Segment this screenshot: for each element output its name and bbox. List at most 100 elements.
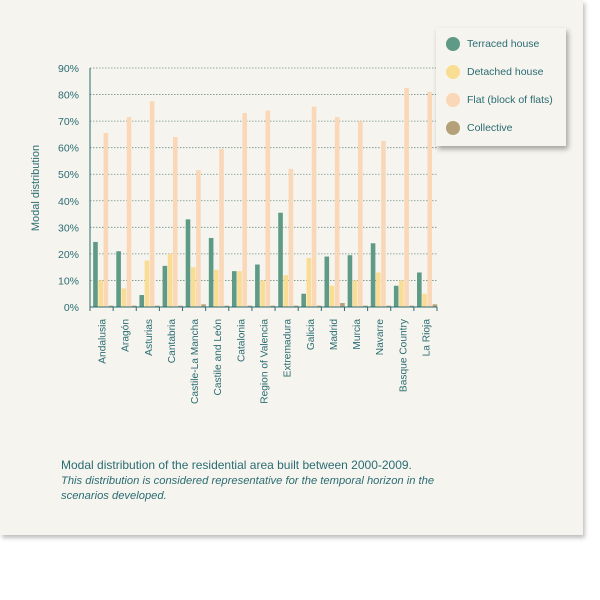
bar-flat-block-of-flats-13 xyxy=(404,87,409,307)
bar-terraced-house-9 xyxy=(301,293,306,307)
y-tick-label: 90% xyxy=(58,63,79,75)
bar-terraced-house-8 xyxy=(278,212,283,307)
x-tick-label: Aragón xyxy=(121,319,132,352)
bar-collective-6 xyxy=(247,305,253,307)
legend-label: Terraced house xyxy=(467,38,540,50)
bar-detached-house-0 xyxy=(98,280,103,307)
bar-detached-house-5 xyxy=(214,269,219,307)
y-tick-labels: 0% 10% 20% 30% 40% 50% 60% 70% 80% 90% xyxy=(58,63,79,314)
bar-detached-house-12 xyxy=(375,272,381,307)
bar-detached-house-3 xyxy=(167,253,173,307)
bar-flat-block-of-flats-12 xyxy=(381,141,386,307)
bar-terraced-house-10 xyxy=(324,256,330,307)
bar-detached-house-11 xyxy=(352,280,358,307)
bar-detached-house-6 xyxy=(237,271,242,307)
bar-detached-house-1 xyxy=(121,288,127,307)
bar-collective-10 xyxy=(340,303,345,307)
bar-collective-12 xyxy=(386,305,391,307)
bar-collective-5 xyxy=(224,305,230,307)
x-tick-label: Madrid xyxy=(329,319,340,350)
legend-item: Collective xyxy=(446,118,513,138)
bar-terraced-house-14 xyxy=(417,272,422,307)
bar-collective-3 xyxy=(178,305,183,307)
bar-detached-house-13 xyxy=(399,280,404,307)
bar-flat-block-of-flats-10 xyxy=(334,117,340,307)
bar-detached-house-8 xyxy=(283,275,289,307)
x-tick-label: La Rioja xyxy=(421,319,432,357)
bar-collective-0 xyxy=(108,305,114,307)
legend-item: Terraced house xyxy=(446,34,539,54)
bar-collective-13 xyxy=(409,305,415,307)
bar-collective-7 xyxy=(270,305,276,307)
bar-detached-house-7 xyxy=(260,280,265,307)
bar-flat-block-of-flats-9 xyxy=(311,106,317,307)
bar-terraced-house-5 xyxy=(208,237,214,307)
legend-label: Detached house xyxy=(467,66,544,78)
bar-collective-1 xyxy=(131,305,137,307)
legend-swatch xyxy=(446,93,460,107)
bar-collective-14 xyxy=(432,304,438,307)
x-tick-label: Castile-La Mancha xyxy=(190,319,201,404)
x-tick-label: Navarre xyxy=(375,319,386,356)
caption-title: Modal distribution of the residential ar… xyxy=(61,458,412,472)
bar-chart: 0%10%20%30%40%50%60%70%80%90% Andalusia A… xyxy=(30,63,438,404)
y-tick-label: 70% xyxy=(58,116,79,128)
axes xyxy=(89,68,438,311)
x-tick-label: Andalusia xyxy=(98,319,109,364)
bar-terraced-house-2 xyxy=(139,295,145,307)
x-tick-label: Region of Valencia xyxy=(260,319,271,404)
bar-terraced-house-12 xyxy=(370,243,376,307)
bar-flat-block-of-flats-2 xyxy=(149,101,155,307)
bar-terraced-house-0 xyxy=(93,241,98,307)
x-tick-label: Murcia xyxy=(352,319,363,350)
y-tick-label: 30% xyxy=(58,222,79,234)
x-tick-labels: Andalusia Aragón Asturias Cantabria Castile-… xyxy=(98,318,433,404)
y-tick-label: 20% xyxy=(58,249,79,261)
x-tick-label: Castile and León xyxy=(213,319,224,395)
bar-flat-block-of-flats-0 xyxy=(103,133,109,307)
y-axis-label: Modal distribution xyxy=(30,145,42,231)
bar-flat-block-of-flats-8 xyxy=(288,168,294,307)
legend-item: Detached house xyxy=(446,62,543,82)
bar-detached-house-10 xyxy=(329,285,335,307)
bar-detached-house-9 xyxy=(306,257,312,307)
x-tick-label: Asturias xyxy=(144,319,155,356)
bar-flat-block-of-flats-11 xyxy=(358,121,363,307)
x-tick-label: Catalonia xyxy=(236,319,247,362)
bar-collective-8 xyxy=(293,305,299,307)
bar-terraced-house-4 xyxy=(185,219,191,307)
legend-label: Flat (block of flats) xyxy=(467,94,553,106)
bar-terraced-house-13 xyxy=(393,285,399,307)
bar-flat-block-of-flats-4 xyxy=(196,170,201,307)
caption: Modal distribution of the residential ar… xyxy=(61,457,481,504)
bar-detached-house-14 xyxy=(422,293,427,307)
caption-note: This distribution is considered represen… xyxy=(61,475,435,502)
bar-flat-block-of-flats-5 xyxy=(219,148,224,307)
bar-flat-block-of-flats-1 xyxy=(126,117,132,307)
bars xyxy=(93,87,438,308)
bar-flat-block-of-flats-3 xyxy=(172,137,178,307)
legend-swatch xyxy=(446,65,460,79)
bar-terraced-house-7 xyxy=(255,264,260,307)
x-tick-label: Galicia xyxy=(306,319,317,350)
legend-label: Collective xyxy=(467,122,513,134)
y-tick-label: 80% xyxy=(58,90,79,102)
x-tick-label: Basque Country xyxy=(398,318,409,392)
y-tick-label: 40% xyxy=(58,196,79,208)
legend-swatch xyxy=(446,121,460,135)
bar-collective-2 xyxy=(155,305,160,307)
bar-terraced-house-11 xyxy=(347,255,353,307)
gridlines xyxy=(90,67,437,281)
bar-collective-4 xyxy=(201,304,206,307)
x-tick-label: Cantabria xyxy=(167,319,178,364)
bar-flat-block-of-flats-14 xyxy=(427,91,433,308)
bar-terraced-house-1 xyxy=(116,251,121,307)
x-tick-label: Extremadura xyxy=(283,319,294,378)
y-tick-label: 50% xyxy=(58,169,79,181)
y-tick-label: 10% xyxy=(58,275,79,287)
bar-flat-block-of-flats-7 xyxy=(265,110,271,308)
legend: Terraced house Detached house Flat (block … xyxy=(436,28,566,146)
bar-detached-house-4 xyxy=(190,267,196,307)
bar-flat-block-of-flats-6 xyxy=(242,113,247,307)
y-tick-label: 60% xyxy=(58,143,79,155)
